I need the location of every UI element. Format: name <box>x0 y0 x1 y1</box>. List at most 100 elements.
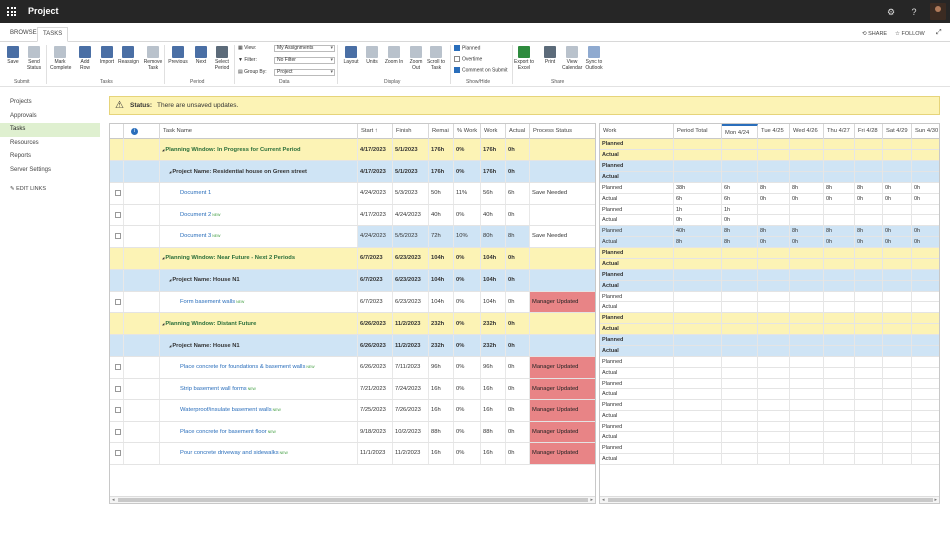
timesheet-hours-cell[interactable] <box>912 205 939 216</box>
timesheet-hours-cell[interactable] <box>855 389 883 400</box>
row-select-checkbox[interactable] <box>110 183 124 204</box>
column-header[interactable]: Process Status <box>530 124 595 139</box>
timesheet-hours-cell[interactable]: 0h <box>912 194 939 205</box>
tab-tasks[interactable]: TASKS <box>37 27 69 42</box>
timesheet-hours-cell[interactable]: 0h <box>758 236 790 248</box>
checkbox[interactable] <box>115 450 121 457</box>
column-header[interactable]: Remai <box>429 124 454 139</box>
timesheet-hours-cell[interactable] <box>883 291 912 303</box>
timesheet-hours-cell[interactable] <box>824 367 855 379</box>
timesheet-hours-cell[interactable] <box>674 410 722 422</box>
share-button[interactable]: ⟲ SHARE <box>862 31 887 37</box>
timesheet-hours-cell[interactable] <box>824 357 855 368</box>
timesheet-hours-cell[interactable] <box>883 432 912 443</box>
timesheet-hours-cell[interactable] <box>912 379 939 390</box>
timesheet-hours-cell[interactable] <box>912 389 939 400</box>
timesheet-hours-cell[interactable] <box>912 215 939 226</box>
timesheet-hours-cell[interactable] <box>912 368 939 379</box>
app-title[interactable]: Project <box>28 6 59 16</box>
timesheet-hours-cell[interactable] <box>722 443 758 454</box>
nav-server-settings[interactable]: Server Settings <box>10 166 52 173</box>
zoom-out-button[interactable]: Zoom Out <box>406 46 426 71</box>
timesheet-hours-cell[interactable]: 40h <box>674 226 722 237</box>
task-link[interactable]: Document 3 <box>180 233 212 240</box>
overtime-checkbox[interactable]: Overtime <box>454 56 482 62</box>
comment-on-submit-checkbox[interactable]: Comment on Submit <box>454 67 508 73</box>
timesheet-hours-cell[interactable] <box>855 367 883 379</box>
timesheet-hours-cell[interactable] <box>758 432 790 443</box>
timesheet-hours-cell[interactable]: 0h <box>824 236 855 248</box>
task-name-cell[interactable]: ◢ Project Name: House N1 <box>160 335 358 356</box>
import-button[interactable]: Import <box>97 46 117 65</box>
table-row[interactable]: Document 3 NEW 4/24/2023 5/5/2023 72h 10% 80h 8… <box>110 226 595 248</box>
timesheet-hours-cell[interactable] <box>912 292 939 303</box>
timesheet-hours-cell[interactable] <box>855 204 883 216</box>
timesheet-hours-cell[interactable] <box>790 389 824 400</box>
timesheet-hours-cell[interactable] <box>674 453 722 465</box>
timesheet-hours-cell[interactable] <box>855 400 883 411</box>
timesheet-hours-cell[interactable] <box>722 389 758 400</box>
timesheet-hours-cell[interactable] <box>790 400 824 411</box>
timesheet-hours-cell[interactable] <box>790 302 824 313</box>
scroll-left-icon[interactable]: ◂ <box>602 497 605 503</box>
timesheet-hours-cell[interactable]: 6h <box>722 193 758 205</box>
timesheet-hours-cell[interactable] <box>722 357 758 368</box>
timesheet-hours-cell[interactable] <box>824 400 855 411</box>
task-name-cell[interactable]: ◢ Project Name: Residential house on Gree… <box>160 161 358 182</box>
timesheet-hours-cell[interactable]: 8h <box>855 226 883 237</box>
timesheet-hours-cell[interactable]: 0h <box>824 193 855 205</box>
column-header[interactable]: Task Name <box>160 124 358 139</box>
timesheet-hours-cell[interactable] <box>758 389 790 400</box>
timesheet-hours-cell[interactable]: 0h <box>912 237 939 248</box>
print-button[interactable]: Print <box>540 46 560 65</box>
row-select-checkbox[interactable] <box>110 335 124 356</box>
select-period-button[interactable]: Select Period <box>212 46 232 71</box>
scroll-right-icon[interactable]: ▸ <box>934 497 937 503</box>
timesheet-hours-cell[interactable] <box>824 421 855 433</box>
edit-links[interactable]: ✎ EDIT LINKS <box>0 183 100 197</box>
task-name-cell[interactable]: ◢ Planning Window: In Progress for Curren… <box>160 139 358 160</box>
table-row[interactable]: Strip basement wall forms NEW 7/21/2023 7/2… <box>110 378 595 400</box>
timesheet-hours-cell[interactable] <box>758 421 790 433</box>
collapse-icon[interactable]: ◢ <box>162 321 165 326</box>
collapse-icon[interactable]: ◢ <box>169 169 172 174</box>
task-name-cell[interactable]: Place concrete for basement floor NEW <box>160 421 358 442</box>
checkbox[interactable] <box>115 428 121 435</box>
timesheet-hours-cell[interactable]: 8h <box>855 183 883 194</box>
nav-approvals[interactable]: Approvals <box>10 112 37 119</box>
table-row[interactable]: ◢ Planning Window: In Progress for Curren… <box>110 139 595 161</box>
checkbox[interactable] <box>115 407 121 414</box>
timesheet-hours-cell[interactable]: 8h <box>758 183 790 194</box>
row-select-checkbox[interactable] <box>110 204 124 225</box>
day-column-header[interactable]: Mon 4/24 <box>722 124 758 139</box>
timesheet-hours-cell[interactable] <box>883 421 912 433</box>
column-header[interactable] <box>110 124 124 139</box>
table-row[interactable]: Pour concrete driveway and sidewalks NEW 1… <box>110 443 595 465</box>
timesheet-hours-cell[interactable] <box>790 357 824 368</box>
scroll-right-icon[interactable]: ▸ <box>590 497 593 503</box>
table-row[interactable]: Waterproof/insulate basement walls NEW 7/2… <box>110 400 595 422</box>
timesheet-hours-cell[interactable] <box>790 421 824 433</box>
timesheet-hours-cell[interactable] <box>824 410 855 422</box>
timesheet-hours-cell[interactable]: 8h <box>674 236 722 248</box>
nav-projects[interactable]: Projects <box>10 99 32 105</box>
timesheet-hours-cell[interactable]: 6h <box>674 193 722 205</box>
timesheet-hours-cell[interactable] <box>674 367 722 379</box>
timesheet-hours-cell[interactable]: 0h <box>790 236 824 248</box>
horizontal-scrollbar[interactable]: ◂ ▸ <box>110 496 595 503</box>
row-select-checkbox[interactable] <box>110 400 124 421</box>
timesheet-hours-cell[interactable] <box>722 400 758 411</box>
nav-resources[interactable]: Resources <box>10 139 39 146</box>
zoom-in-button[interactable]: Zoom In <box>384 46 404 65</box>
task-name-cell[interactable]: Form basement walls NEW <box>160 291 358 312</box>
day-column-header[interactable]: Sat 4/29 <box>883 124 912 139</box>
task-name-cell[interactable]: Waterproof/insulate basement walls NEW <box>160 400 358 421</box>
timesheet-hours-cell[interactable] <box>824 453 855 465</box>
timesheet-hours-cell[interactable] <box>758 453 790 465</box>
timesheet-hours-cell[interactable] <box>790 378 824 390</box>
scroll-thumb[interactable] <box>118 498 588 502</box>
timesheet-hours-cell[interactable]: 0h <box>790 193 824 205</box>
timesheet-hours-cell[interactable] <box>824 389 855 400</box>
timesheet-hours-cell[interactable] <box>758 204 790 216</box>
timesheet-hours-cell[interactable] <box>912 454 939 465</box>
